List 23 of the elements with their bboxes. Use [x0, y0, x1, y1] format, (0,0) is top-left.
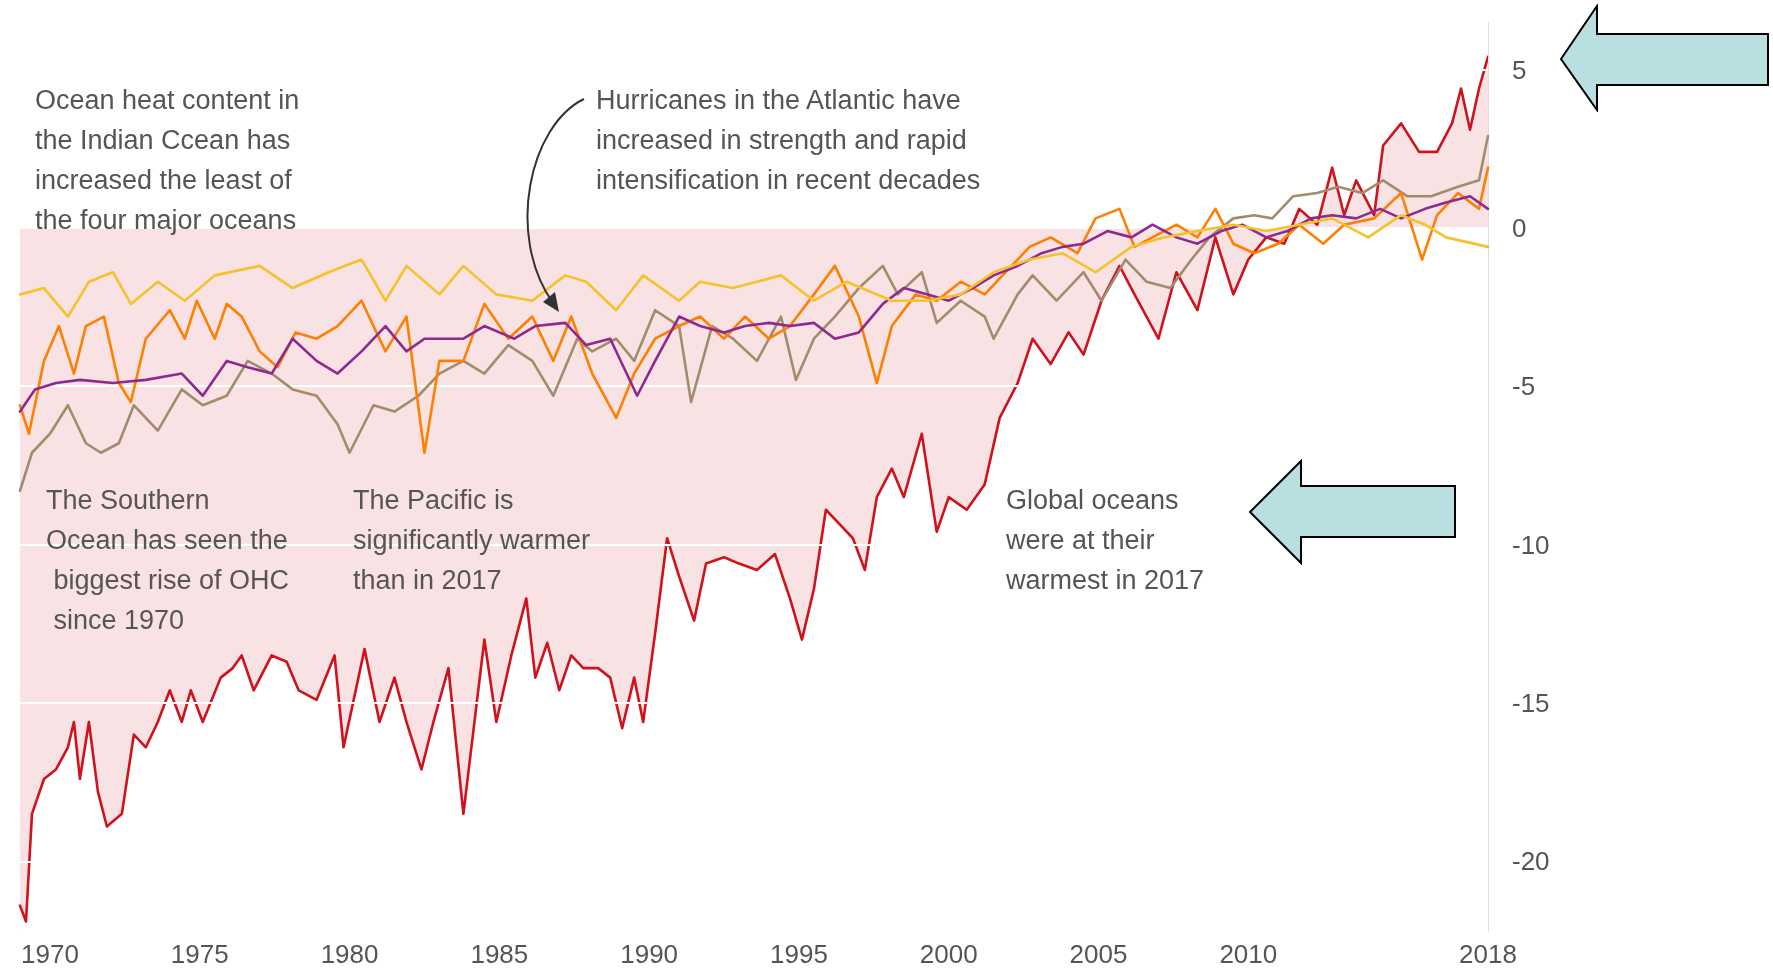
y-tick-label: -15 — [1512, 687, 1550, 718]
x-tick-label: 1985 — [470, 939, 529, 969]
x-tick-label: 1990 — [620, 939, 679, 969]
annotation: Ocean heat content in the Indian Ccean has increased the least of the four major oceans — [35, 85, 307, 235]
x-tick-label: 2010 — [1219, 939, 1278, 969]
x-tick-label: 2005 — [1069, 939, 1128, 969]
x-tick-label: 1975 — [170, 939, 229, 969]
y-tick-label: 5 — [1512, 54, 1527, 85]
annotation: Hurricanes in the Atlantic have increased in strength and rapid intensification in recent decades — [596, 85, 981, 195]
x-tick-label: 1970 — [21, 939, 79, 969]
annotation: Global oceans were at their warmest in 2017 — [1005, 485, 1205, 595]
x-tick-label: 1980 — [320, 939, 379, 969]
x-tick-label: 2000 — [919, 939, 978, 969]
x-tick-label: 1995 — [770, 939, 828, 969]
y-tick-label: -20 — [1512, 846, 1550, 877]
line-series — [18, 194, 1490, 413]
y-tick-label: -5 — [1512, 371, 1536, 402]
annotation: The Pacific is significantly warmer than in 2017 — [353, 485, 598, 595]
annotation: The Southern Ocean has seen the biggest rise of OHC since 1970 — [46, 485, 290, 635]
line-series — [18, 166, 1490, 455]
y-tick-label: -10 — [1512, 529, 1550, 560]
x-tick-label: 2018 — [1459, 939, 1517, 969]
y-tick-label: 0 — [1512, 212, 1527, 243]
